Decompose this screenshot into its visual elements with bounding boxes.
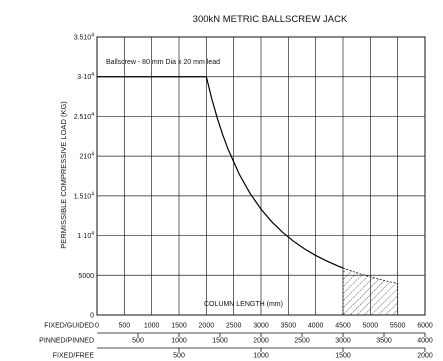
x-tick-label: 500	[173, 353, 185, 360]
load-curve	[97, 76, 344, 269]
hatched-region-layer	[342, 267, 399, 316]
ballscrew-annotation: Ballscrew - 80 mm Dia x 20 mm lead	[106, 59, 220, 66]
x-tick-label: 1500	[335, 353, 351, 360]
x-tick-label: 1000	[253, 353, 269, 360]
x-row-label: FIXED/GUIDED	[44, 323, 94, 330]
x-row-label: PINNED/PINNED	[39, 338, 94, 345]
chart-title: 300kN METRIC BALLSCREW JACK	[193, 14, 348, 25]
x-tick-label: 5000	[363, 323, 379, 330]
hatched-region	[342, 267, 399, 316]
y-tick-label: 2104	[80, 152, 95, 161]
x-tick-label: 4500	[335, 323, 351, 330]
y-tick-label: 1.5104	[74, 191, 95, 200]
series-layer	[97, 76, 344, 269]
x-tick-label: 5500	[390, 323, 406, 330]
y-axis-label: PERMISSIBLE COMPRESSIVE LOAD (KG)	[59, 101, 68, 249]
x-tick-label: 3000	[253, 323, 269, 330]
x-tick-label: 1000	[144, 323, 160, 330]
x-axis-label: COLUMN LENGTH (mm)	[204, 301, 283, 308]
y-tick-labels: 3.5104 3·104 2.5104 2104 1.5104 1·104 5000 0	[74, 33, 95, 320]
x-tick-label: 2000	[253, 338, 269, 345]
x-tick-label: 2000	[417, 353, 433, 360]
x-tick-label: 0	[95, 323, 99, 330]
x-row-label: FIXED/FREE	[53, 353, 95, 360]
x-tick-label: 1500	[171, 323, 187, 330]
x-tick-label: 3000	[335, 338, 351, 345]
x-tick-label: 2500	[294, 338, 310, 345]
x-tick-label: 2000	[199, 323, 215, 330]
x-axis-rows: FIXED/GUIDED 0 500 1000 1500 2000 2500 3000 3500…	[39, 323, 433, 360]
x-tick-label: 4000	[308, 323, 324, 330]
x-tick-label: 500	[118, 323, 130, 330]
x-tick-label: 3500	[281, 323, 297, 330]
y-tick-label: 0	[90, 313, 94, 320]
x-tick-label: 500	[132, 338, 144, 345]
x-tick-label: 1500	[212, 338, 228, 345]
plot-frame	[96, 36, 426, 316]
x-tick-label: 2500	[226, 323, 242, 330]
y-tick-label: 3.5104	[74, 33, 95, 42]
x-tick-label: 4000	[417, 338, 433, 345]
y-tick-label: 2.5104	[74, 112, 95, 121]
y-tick-label: 3·104	[77, 72, 94, 81]
x-tick-label: 6000	[417, 323, 433, 330]
y-tick-label: 1·104	[77, 231, 94, 240]
x-tick-label: 3500	[376, 338, 392, 345]
y-tick-label: 5000	[78, 273, 94, 280]
grid	[96, 36, 426, 316]
x-tick-label: 1000	[171, 338, 187, 345]
